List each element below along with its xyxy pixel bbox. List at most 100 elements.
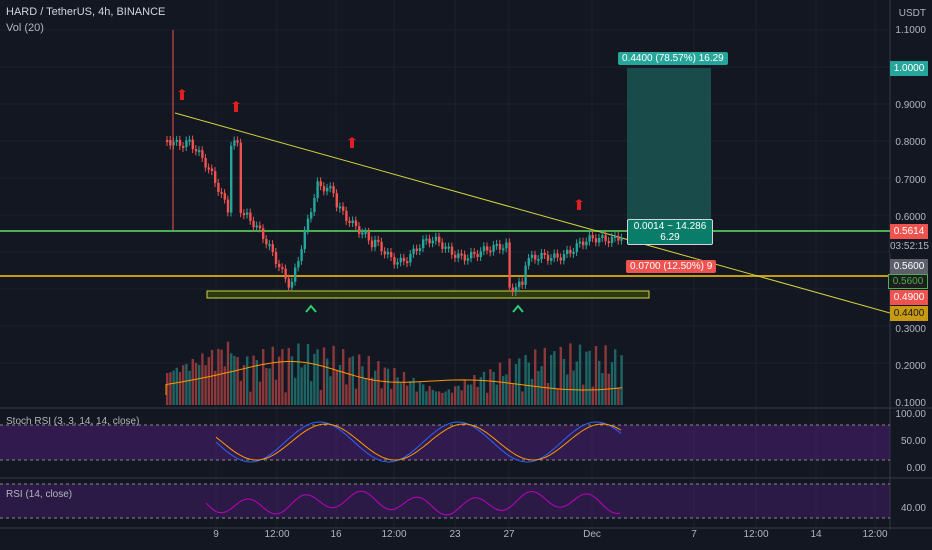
- volume-bar: [530, 378, 534, 405]
- price-tick: 0.7000: [895, 175, 926, 186]
- time-tick: 7: [691, 529, 697, 540]
- rsi-title[interactable]: RSI (14, close): [6, 489, 73, 500]
- candle-body: [418, 248, 422, 251]
- volume-bar: [386, 368, 390, 405]
- volume-bar: [524, 355, 527, 405]
- volume-bar: [559, 346, 562, 405]
- volume-bar: [406, 385, 409, 405]
- volume-bar: [434, 391, 438, 405]
- volume-bar: [303, 364, 306, 405]
- volume-bar: [287, 347, 290, 405]
- candle-body: [610, 236, 614, 243]
- candle-body: [396, 262, 399, 265]
- volume-bar: [396, 377, 399, 405]
- volume-bar: [335, 370, 338, 405]
- volume-bar: [290, 356, 294, 405]
- candle-body: [431, 240, 434, 244]
- time-tick: Dec: [583, 529, 601, 540]
- candle-body: [508, 242, 511, 288]
- candle-body: [438, 236, 441, 243]
- rsi-band: [0, 484, 890, 518]
- time-tick: 12:00: [862, 529, 888, 540]
- volume-bar: [598, 360, 601, 405]
- volume-bar: [223, 366, 226, 405]
- candle-body: [607, 241, 610, 244]
- candle-body: [402, 257, 406, 262]
- volume-bar: [316, 349, 319, 405]
- volume-bar: [521, 391, 524, 405]
- volume-bar: [572, 370, 575, 405]
- level-gray-box: 0.5600: [890, 259, 928, 274]
- volume-bar: [466, 384, 470, 405]
- candle-body: [457, 253, 460, 259]
- volume-bar: [553, 351, 556, 405]
- volume-bar: [198, 364, 201, 405]
- candle-body: [310, 212, 313, 219]
- volume-bar: [300, 367, 303, 405]
- candle-body: [210, 168, 214, 172]
- candle-body: [319, 181, 322, 187]
- stoch-rsi-title[interactable]: Stoch RSI (3, 3, 14, 14, close): [6, 416, 140, 427]
- volume-bar: [486, 392, 489, 405]
- candle-body: [274, 251, 278, 264]
- candle-body: [588, 235, 591, 242]
- price-tick: 1.1000: [895, 25, 926, 36]
- symbol-title[interactable]: HARD / TetherUS, 4h, BINANCE: [6, 6, 166, 18]
- candle-body: [566, 249, 569, 255]
- volume-bar: [473, 374, 476, 405]
- volume-bar: [463, 380, 466, 405]
- volume-bar: [495, 384, 498, 405]
- volume-bar: [175, 367, 178, 405]
- volume-bar: [252, 355, 255, 405]
- candle-body: [284, 268, 287, 279]
- volume-bar: [374, 370, 377, 405]
- candle-body: [399, 257, 402, 263]
- candle-body: [473, 251, 476, 254]
- candle-body: [476, 253, 479, 258]
- candle-body: [335, 193, 338, 208]
- volume-bar: [562, 358, 566, 405]
- volume-bar: [585, 351, 588, 405]
- volume-bar: [246, 356, 249, 405]
- position-profit-zone: [627, 68, 711, 228]
- volume-bar: [380, 388, 383, 405]
- candle-body: [306, 218, 310, 231]
- candle-body: [406, 261, 409, 264]
- candle-body: [316, 181, 319, 198]
- candle-body: [569, 249, 572, 254]
- candle-body: [175, 139, 178, 142]
- volume-bar: [210, 349, 214, 405]
- candle-body: [255, 225, 258, 228]
- stop-label: 0.0700 (12.50%) 9: [626, 260, 717, 273]
- candle-body: [425, 238, 428, 241]
- candle-body: [185, 140, 188, 148]
- stoch-k-line: [215, 421, 622, 463]
- candle-body: [386, 252, 390, 255]
- candle-body: [220, 191, 223, 194]
- volume-bar: [479, 376, 482, 405]
- candle-body: [415, 248, 418, 251]
- candle-body: [191, 139, 194, 150]
- volume-bar: [412, 377, 415, 405]
- candle-body: [204, 157, 207, 168]
- volume-bar: [370, 377, 374, 405]
- candle-body: [614, 235, 617, 238]
- candle-body: [553, 253, 556, 259]
- candle-body: [527, 257, 530, 266]
- candle-body: [172, 141, 175, 146]
- candle-body: [201, 150, 204, 158]
- volume-bar: [399, 383, 402, 405]
- candle-body: [226, 199, 230, 213]
- volume-bar: [569, 343, 572, 405]
- volume-bar: [409, 381, 412, 405]
- volume-bar: [332, 345, 335, 405]
- volume-bar: [313, 353, 316, 405]
- buy-arrow-icon: [512, 304, 524, 313]
- candle-body: [345, 210, 348, 221]
- candle-body: [470, 251, 473, 259]
- level-orange-box: 0.4400: [890, 306, 928, 321]
- volume-bar: [230, 353, 233, 405]
- volume-bar: [588, 350, 591, 405]
- volume-indicator-label[interactable]: Vol (20): [6, 22, 44, 34]
